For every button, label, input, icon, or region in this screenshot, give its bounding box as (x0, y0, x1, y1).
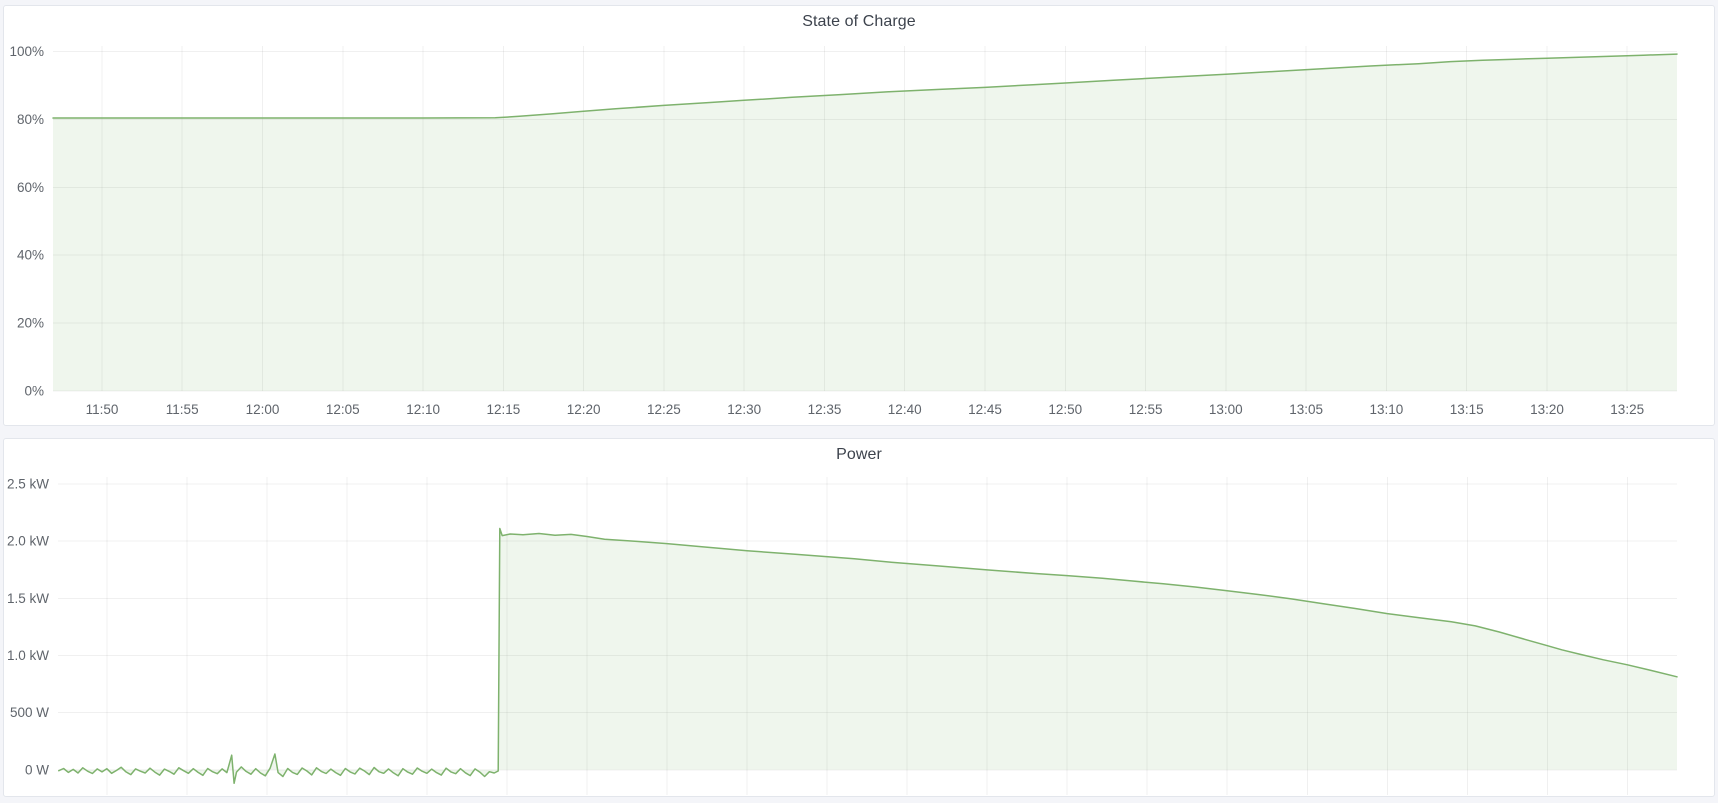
svg-text:100%: 100% (9, 44, 44, 59)
svg-text:2.5 kW: 2.5 kW (7, 476, 49, 491)
svg-text:11:55: 11:55 (166, 402, 199, 417)
soc-chart[interactable]: 11:50 11:55 12:00 12:05 12:10 12:15 12:20 12:25… (4, 6, 1714, 425)
svg-text:13:15: 13:15 (1450, 402, 1484, 417)
svg-text:80%: 80% (17, 112, 44, 127)
svg-text:0%: 0% (24, 384, 44, 399)
power-chart[interactable]: 0 W 500 W 1.0 kW 1.5 kW 2.0 kW 2.5 kW (4, 439, 1714, 796)
svg-text:12:45: 12:45 (968, 402, 1002, 417)
svg-text:1.0 kW: 1.0 kW (7, 648, 49, 663)
svg-text:12:55: 12:55 (1129, 402, 1163, 417)
svg-text:13:10: 13:10 (1370, 402, 1404, 417)
svg-text:13:20: 13:20 (1530, 402, 1564, 417)
soc-panel: State of Charge 11:50 11:55 12:00 12:05 12:1… (3, 5, 1715, 426)
svg-text:2.0 kW: 2.0 kW (7, 534, 49, 549)
svg-text:13:00: 13:00 (1209, 402, 1243, 417)
svg-text:500 W: 500 W (10, 705, 49, 720)
svg-text:12:20: 12:20 (567, 402, 601, 417)
svg-text:12:35: 12:35 (808, 402, 842, 417)
svg-text:1.5 kW: 1.5 kW (7, 591, 49, 606)
svg-text:12:15: 12:15 (487, 402, 521, 417)
svg-text:12:10: 12:10 (406, 402, 440, 417)
svg-text:0 W: 0 W (25, 762, 49, 777)
svg-text:12:40: 12:40 (888, 402, 922, 417)
svg-text:12:50: 12:50 (1048, 402, 1082, 417)
power-panel-title[interactable]: Power (836, 446, 882, 463)
power-panel: Power 0 W 500 W 1.0 kW 1.5 kW 2.0 kW 2.5 kW (3, 438, 1715, 797)
svg-text:60%: 60% (17, 180, 44, 195)
svg-text:12:25: 12:25 (647, 402, 681, 417)
svg-text:11:50: 11:50 (86, 402, 119, 417)
svg-text:13:05: 13:05 (1289, 402, 1323, 417)
soc-panel-title[interactable]: State of Charge (802, 13, 916, 30)
svg-text:40%: 40% (17, 248, 44, 263)
svg-text:20%: 20% (17, 316, 44, 331)
svg-text:13:25: 13:25 (1610, 402, 1644, 417)
svg-text:12:30: 12:30 (727, 402, 761, 417)
svg-text:12:05: 12:05 (326, 402, 360, 417)
svg-text:12:00: 12:00 (246, 402, 280, 417)
